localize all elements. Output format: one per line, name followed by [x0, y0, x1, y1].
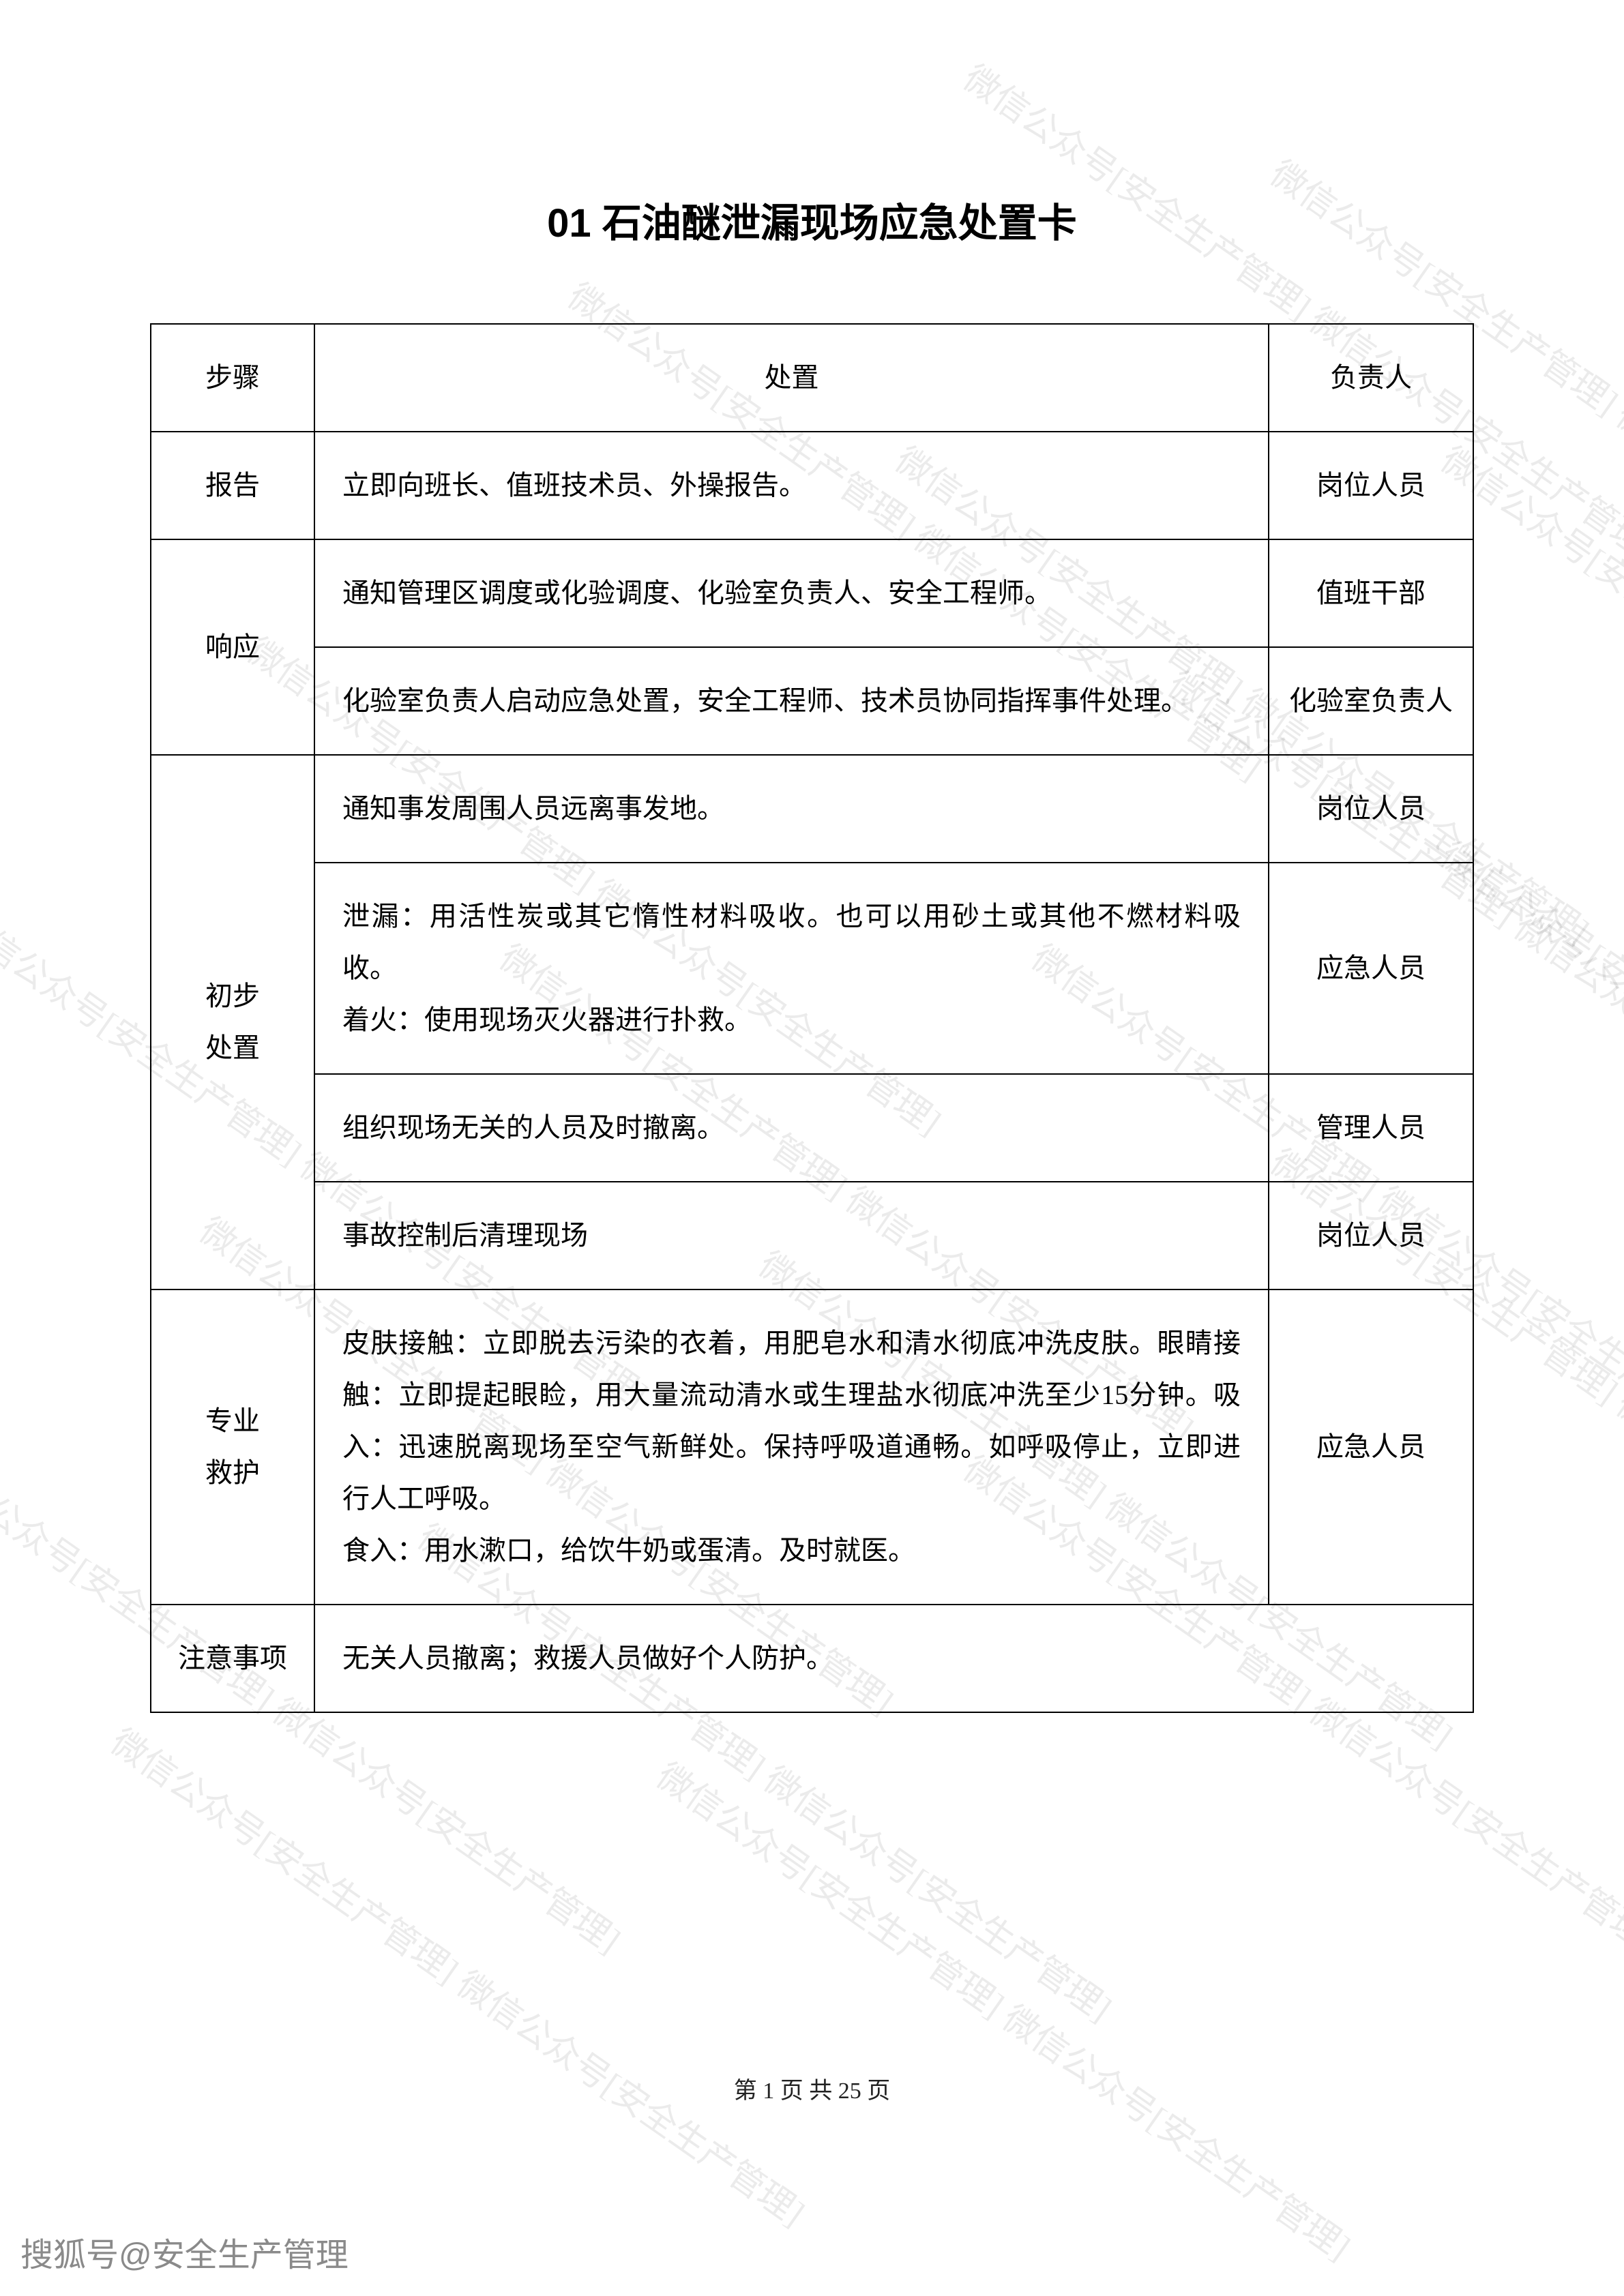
cell-resp: 岗位人员 — [1269, 755, 1473, 863]
cell-notes-label: 注意事项 — [151, 1605, 314, 1712]
document-page: 01 石油醚泄漏现场应急处置卡 步骤 处置 负责人 报告 立即向班长、值班技术员… — [0, 0, 1624, 2296]
table-row: 泄漏：用活性炭或其它惰性材料吸收。也可以用砂土或其他不燃材料吸收。着火：使用现场… — [151, 863, 1473, 1074]
source-attribution: 搜狐号@安全生产管理 — [20, 2228, 349, 2276]
cell-action: 通知事发周围人员远离事发地。 — [314, 755, 1269, 863]
table-row: 化验室负责人启动应急处置，安全工程师、技术员协同指挥事件处理。 化验室负责人 — [151, 647, 1473, 755]
cell-action: 泄漏：用活性炭或其它惰性材料吸收。也可以用砂土或其他不燃材料吸收。着火：使用现场… — [314, 863, 1269, 1074]
cell-action: 皮肤接触：立即脱去污染的衣着，用肥皂水和清水彻底冲洗皮肤。眼睛接触：立即提起眼睑… — [314, 1289, 1269, 1605]
cell-resp: 化验室负责人 — [1269, 647, 1473, 755]
cell-action: 组织现场无关的人员及时撤离。 — [314, 1074, 1269, 1182]
cell-action: 立即向班长、值班技术员、外操报告。 — [314, 432, 1269, 539]
col-step: 步骤 — [151, 324, 314, 432]
cell-action: 通知管理区调度或化验调度、化验室负责人、安全工程师。 — [314, 539, 1269, 647]
col-resp: 负责人 — [1269, 324, 1473, 432]
cell-step: 响应 — [151, 539, 314, 755]
watermark-text: 微信公众号[安全生产管理] 微信公众号[安全生产管理] — [102, 1714, 817, 2236]
table-row: 报告 立即向班长、值班技术员、外操报告。 岗位人员 — [151, 432, 1473, 539]
emergency-table: 步骤 处置 负责人 报告 立即向班长、值班技术员、外操报告。 岗位人员 响应 通… — [150, 323, 1474, 1713]
cell-notes-text: 无关人员撤离；救援人员做好个人防护。 — [314, 1605, 1473, 1712]
cell-resp: 值班干部 — [1269, 539, 1473, 647]
col-action: 处置 — [314, 324, 1269, 432]
cell-resp: 应急人员 — [1269, 1289, 1473, 1605]
table-row: 初步处置 通知事发周围人员远离事发地。 岗位人员 — [151, 755, 1473, 863]
cell-resp: 应急人员 — [1269, 863, 1473, 1074]
cell-action: 事故控制后清理现场 — [314, 1182, 1269, 1289]
cell-action: 化验室负责人启动应急处置，安全工程师、技术员协同指挥事件处理。 — [314, 647, 1269, 755]
table-header-row: 步骤 处置 负责人 — [151, 324, 1473, 432]
cell-resp: 管理人员 — [1269, 1074, 1473, 1182]
cell-step: 报告 — [151, 432, 314, 539]
cell-step: 初步处置 — [151, 755, 314, 1289]
cell-resp: 岗位人员 — [1269, 432, 1473, 539]
table-row: 事故控制后清理现场 岗位人员 — [151, 1182, 1473, 1289]
table-row: 专业救护 皮肤接触：立即脱去污染的衣着，用肥皂水和清水彻底冲洗皮肤。眼睛接触：立… — [151, 1289, 1473, 1605]
cell-step: 专业救护 — [151, 1289, 314, 1605]
table-row: 组织现场无关的人员及时撤离。 管理人员 — [151, 1074, 1473, 1182]
table-row-notes: 注意事项 无关人员撤离；救援人员做好个人防护。 — [151, 1605, 1473, 1712]
page-title: 01 石油醚泄漏现场应急处置卡 — [150, 191, 1474, 248]
table-row: 响应 通知管理区调度或化验调度、化验室负责人、安全工程师。 值班干部 — [151, 539, 1473, 647]
watermark-text: 微信公众号[安全生产管理] 微信公众号[安全生产管理] — [648, 1748, 1363, 2270]
page-number-footer: 第 1 页 共 25 页 — [0, 2072, 1624, 2105]
cell-resp: 岗位人员 — [1269, 1182, 1473, 1289]
